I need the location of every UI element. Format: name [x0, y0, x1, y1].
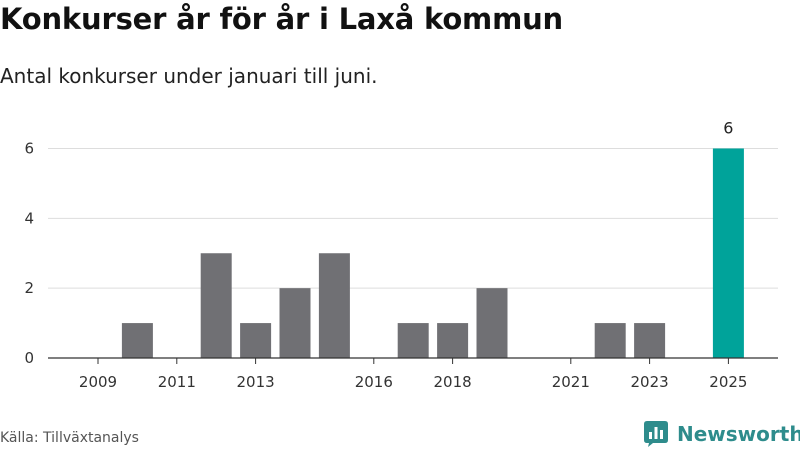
- x-tick-label: 2011: [158, 373, 196, 391]
- bar-chart-speech-bubble-icon: [644, 421, 668, 447]
- y-tick-label: 0: [24, 349, 34, 367]
- bar: [121, 323, 153, 358]
- bar: [476, 288, 508, 358]
- y-tick-label: 4: [24, 209, 34, 227]
- bar: [634, 323, 666, 358]
- chart-title: Konkurser år för år i Laxå kommun: [0, 2, 563, 36]
- source-note: Källa: Tillväxtanalys: [0, 430, 139, 446]
- bar: [279, 288, 311, 358]
- x-tick-label: 2023: [631, 373, 669, 391]
- x-tick-label: 2013: [237, 373, 275, 391]
- bar: [397, 323, 429, 358]
- brand-name: Newsworthy: [677, 422, 800, 446]
- bar: [240, 323, 272, 358]
- chart-subtitle: Antal konkurser under januari till juni.: [0, 64, 378, 88]
- x-tick-label: 2016: [355, 373, 393, 391]
- bar: [594, 323, 626, 358]
- bar: [437, 323, 469, 358]
- brand-logo: Newsworthy: [644, 420, 800, 448]
- bar: [318, 253, 350, 358]
- y-tick-label: 2: [24, 279, 34, 297]
- x-tick-label: 2009: [79, 373, 117, 391]
- bar: [200, 253, 232, 358]
- x-tick-label: 2025: [709, 373, 747, 391]
- y-tick-label: 6: [24, 139, 34, 157]
- bar-data-label: 6: [723, 118, 733, 137]
- x-tick-label: 2018: [434, 373, 472, 391]
- x-tick-label: 2021: [552, 373, 590, 391]
- bar-highlight: [712, 148, 744, 358]
